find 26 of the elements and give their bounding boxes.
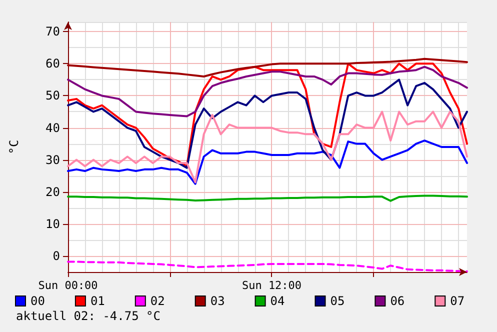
text: aktuell 02: -4.75 °C [16,309,160,323]
y-tick-label: 40 [46,120,60,135]
y-tick-label: 0 [52,248,60,263]
legend-label: 02 [150,294,165,308]
legend-label: 05 [330,294,345,308]
x-tick-label: Sun 00:00 [38,279,98,292]
y-tick-label: 70 [46,24,60,39]
legend-label: 07 [450,294,465,308]
line-series [67,66,468,118]
x-tick-label: Sun 12:00 [242,279,302,292]
legend-label: 00 [30,294,45,308]
y-tick-label: 60 [46,56,60,71]
y-tick-label: 30 [46,152,60,167]
line-series [67,62,468,168]
y-axis-title: °C [7,140,21,154]
legend-label: 04 [270,294,285,308]
line-series [67,140,468,185]
line-series [67,78,468,169]
y-tick-label: 20 [46,184,60,199]
line-series [67,110,468,184]
line-series [67,58,468,78]
legend-label: 01 [90,294,105,308]
legend-label: 06 [390,294,405,308]
legend-label: 03 [210,294,225,308]
y-tick-label: 10 [46,216,60,231]
y-tick-label: 50 [46,88,60,103]
